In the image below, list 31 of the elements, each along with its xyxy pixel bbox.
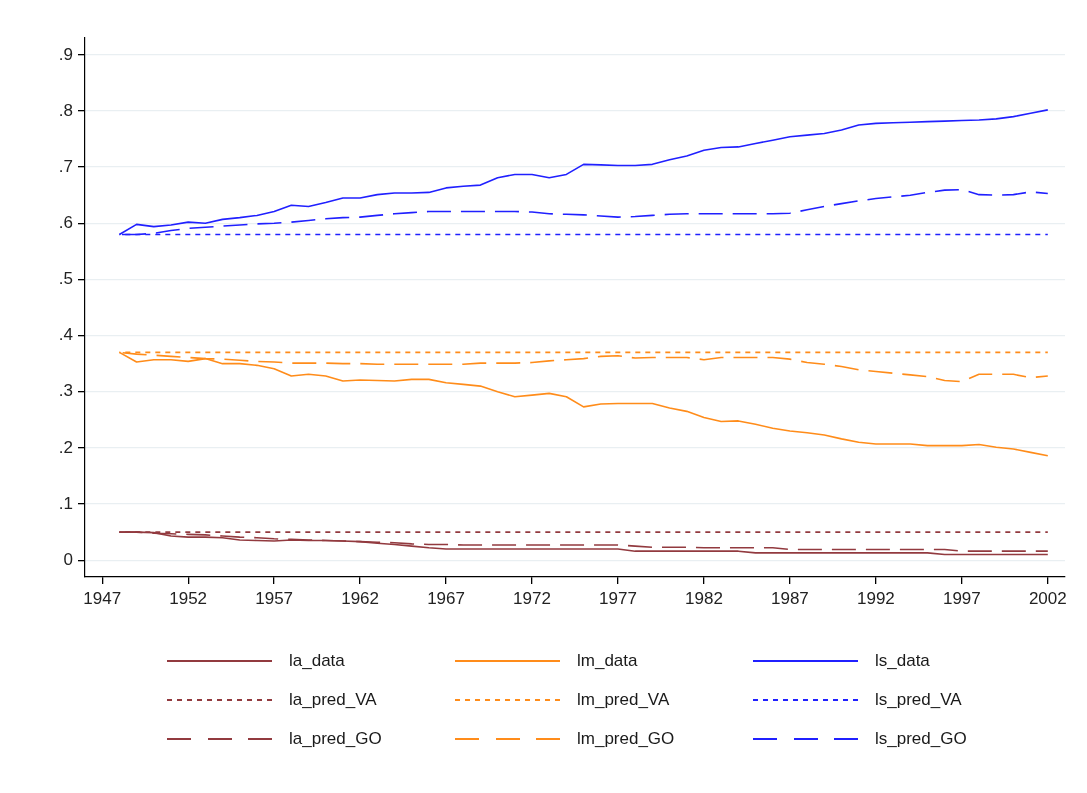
legend-label: ls_data [875, 650, 930, 671]
legend-label: la_pred_GO [289, 728, 382, 749]
y-tick-label: .7 [58, 156, 73, 176]
y-tick-label: .6 [58, 212, 73, 232]
x-tick-label: 1997 [942, 588, 981, 608]
y-tick-label: 0 [63, 549, 73, 569]
y-tick-label: .1 [58, 493, 73, 513]
x-tick-label: 1952 [169, 588, 208, 608]
legend-label: la_data [289, 650, 345, 671]
y-tick-label: .2 [58, 437, 73, 457]
x-tick-label: 1967 [427, 588, 465, 608]
legend-label: ls_pred_VA [875, 689, 962, 710]
x-tick-label: 2002 [1028, 588, 1067, 608]
y-tick-label: .4 [58, 325, 73, 345]
x-tick-label: 1957 [255, 588, 294, 608]
y-tick-label: .5 [58, 269, 73, 289]
x-tick-label: 1982 [685, 588, 723, 608]
x-tick-label: 1977 [599, 588, 637, 608]
legend-label: lm_data [577, 650, 638, 671]
y-tick-label: .8 [58, 100, 73, 120]
legend-label: ls_pred_GO [875, 728, 967, 749]
x-tick-label: 1962 [341, 588, 379, 608]
x-tick-label: 1947 [83, 588, 122, 608]
legend-label: lm_pred_GO [577, 728, 675, 749]
x-tick-label: 1992 [856, 588, 895, 608]
x-tick-label: 1987 [771, 588, 809, 608]
x-tick-label: 1972 [513, 588, 551, 608]
y-tick-label: .9 [58, 44, 73, 64]
legend-label: la_pred_VA [289, 689, 377, 710]
y-tick-label: .3 [58, 381, 73, 401]
legend-label: lm_pred_VA [577, 689, 670, 710]
